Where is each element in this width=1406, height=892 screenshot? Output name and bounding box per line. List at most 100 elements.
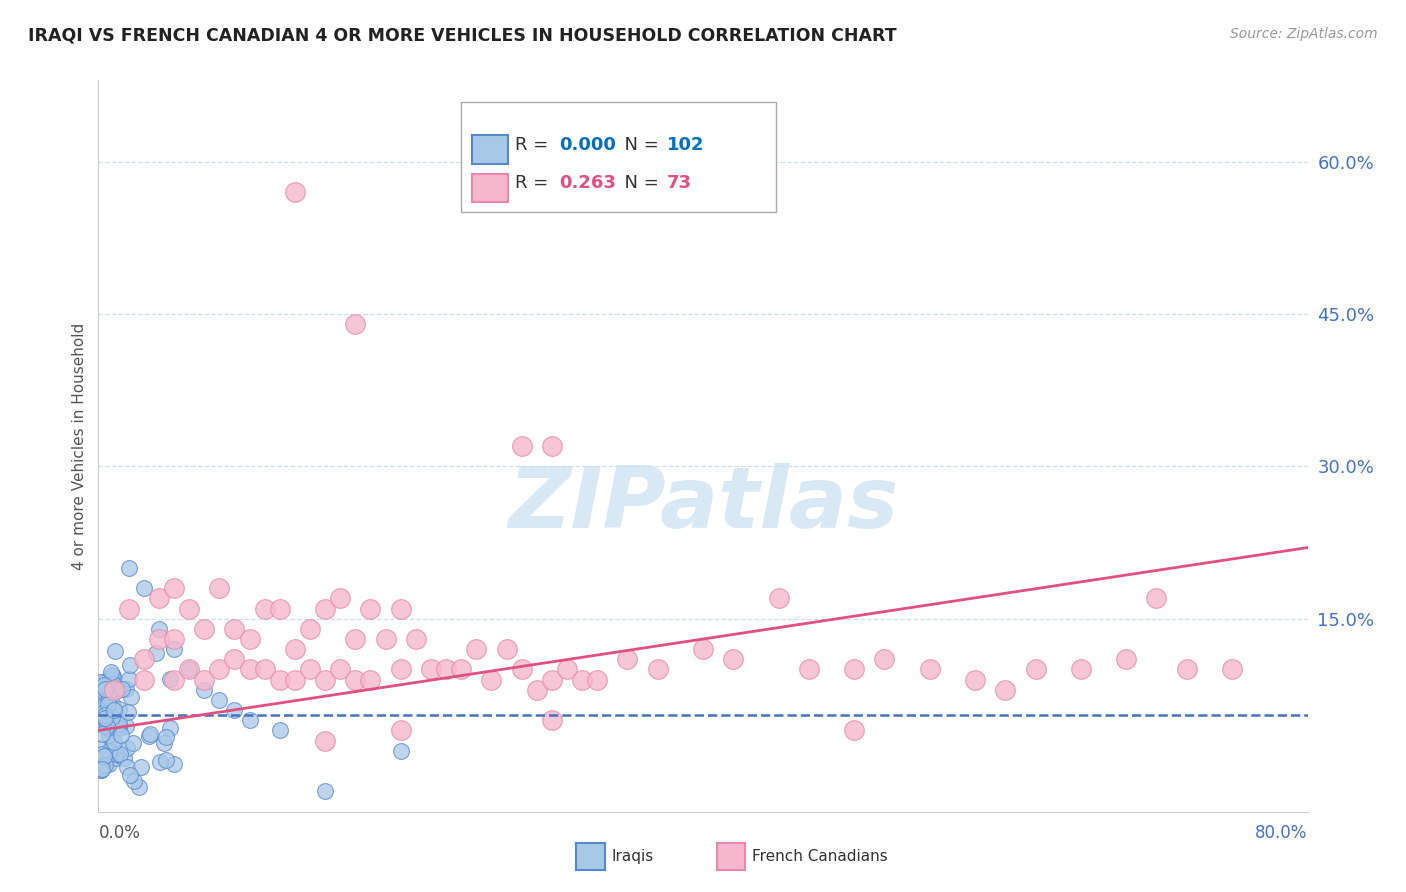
Point bbox=[138, 730, 160, 744]
Text: N =: N = bbox=[613, 136, 665, 154]
Point bbox=[269, 601, 291, 615]
Point bbox=[1070, 663, 1092, 677]
Text: R =: R = bbox=[515, 136, 554, 154]
Point bbox=[329, 663, 352, 677]
Point bbox=[163, 632, 186, 646]
Point bbox=[526, 682, 548, 697]
Point bbox=[314, 673, 336, 687]
Point bbox=[389, 601, 412, 615]
Point bbox=[120, 768, 142, 782]
Point bbox=[101, 736, 124, 750]
Point bbox=[104, 751, 127, 765]
Point bbox=[224, 652, 246, 666]
Text: 0.000: 0.000 bbox=[560, 136, 616, 154]
Point bbox=[540, 439, 562, 453]
Point bbox=[239, 663, 262, 677]
Text: 102: 102 bbox=[666, 136, 704, 154]
Point bbox=[110, 747, 132, 762]
Point bbox=[723, 652, 745, 666]
Point bbox=[91, 683, 114, 698]
Y-axis label: 4 or more Vehicles in Household: 4 or more Vehicles in Household bbox=[72, 322, 87, 570]
Point bbox=[118, 561, 141, 575]
Point bbox=[96, 683, 118, 698]
Point bbox=[495, 642, 517, 657]
Point bbox=[91, 715, 114, 730]
Point bbox=[103, 682, 125, 697]
Point bbox=[97, 721, 120, 735]
Point bbox=[90, 760, 112, 774]
Point bbox=[162, 756, 184, 771]
Point bbox=[647, 663, 669, 677]
Point bbox=[101, 683, 124, 698]
Point bbox=[100, 680, 122, 694]
Text: 0.263: 0.263 bbox=[560, 174, 616, 193]
Point bbox=[89, 717, 111, 731]
Point bbox=[98, 728, 121, 742]
Point bbox=[94, 708, 117, 723]
Point bbox=[89, 675, 111, 690]
Point bbox=[208, 693, 231, 707]
Point bbox=[965, 673, 987, 687]
Point bbox=[120, 690, 142, 705]
Point bbox=[98, 757, 121, 772]
Point bbox=[98, 747, 121, 761]
Point bbox=[844, 723, 866, 738]
Point bbox=[107, 722, 129, 736]
Point bbox=[145, 646, 167, 660]
Point bbox=[91, 762, 114, 776]
Point bbox=[314, 784, 336, 798]
Point bbox=[148, 591, 170, 606]
Point bbox=[94, 681, 117, 695]
Point bbox=[481, 673, 503, 687]
Text: ZIPatlas: ZIPatlas bbox=[508, 463, 898, 546]
Point bbox=[844, 663, 866, 677]
Point bbox=[163, 581, 186, 595]
Text: 0.0%: 0.0% bbox=[98, 824, 141, 842]
Point bbox=[193, 682, 215, 697]
Point bbox=[299, 663, 322, 677]
Point bbox=[97, 744, 120, 758]
Point bbox=[179, 663, 201, 677]
Point bbox=[420, 663, 443, 677]
Point bbox=[163, 673, 186, 687]
Point bbox=[117, 741, 139, 756]
Point bbox=[105, 747, 128, 761]
Text: Source: ZipAtlas.com: Source: ZipAtlas.com bbox=[1230, 27, 1378, 41]
Text: IRAQI VS FRENCH CANADIAN 4 OR MORE VEHICLES IN HOUSEHOLD CORRELATION CHART: IRAQI VS FRENCH CANADIAN 4 OR MORE VEHIC… bbox=[28, 27, 897, 45]
Point bbox=[97, 687, 120, 701]
Point bbox=[299, 622, 322, 636]
Text: N =: N = bbox=[613, 174, 665, 193]
Point bbox=[91, 706, 114, 720]
Point bbox=[253, 601, 276, 615]
Point bbox=[93, 678, 115, 692]
Point bbox=[284, 185, 307, 199]
Point bbox=[159, 672, 181, 686]
Point bbox=[269, 723, 291, 738]
Point bbox=[118, 658, 141, 673]
Point bbox=[540, 673, 562, 687]
Point bbox=[108, 702, 131, 716]
Point bbox=[510, 663, 533, 677]
Point bbox=[208, 581, 231, 595]
Point bbox=[314, 601, 336, 615]
Point bbox=[115, 718, 138, 732]
Point bbox=[87, 760, 110, 774]
Point bbox=[110, 728, 132, 742]
Point bbox=[115, 759, 138, 773]
Point bbox=[224, 622, 246, 636]
Point bbox=[107, 682, 129, 697]
Point bbox=[994, 682, 1017, 697]
Point bbox=[97, 691, 120, 706]
Point bbox=[90, 764, 112, 778]
Point bbox=[111, 681, 134, 696]
Point bbox=[148, 622, 170, 636]
Point bbox=[329, 591, 352, 606]
Point bbox=[616, 652, 638, 666]
Point bbox=[118, 601, 141, 615]
Point bbox=[1220, 663, 1243, 677]
Point bbox=[101, 681, 124, 696]
Point bbox=[389, 663, 412, 677]
Point bbox=[344, 673, 367, 687]
Point bbox=[405, 632, 427, 646]
Text: R =: R = bbox=[515, 174, 560, 193]
